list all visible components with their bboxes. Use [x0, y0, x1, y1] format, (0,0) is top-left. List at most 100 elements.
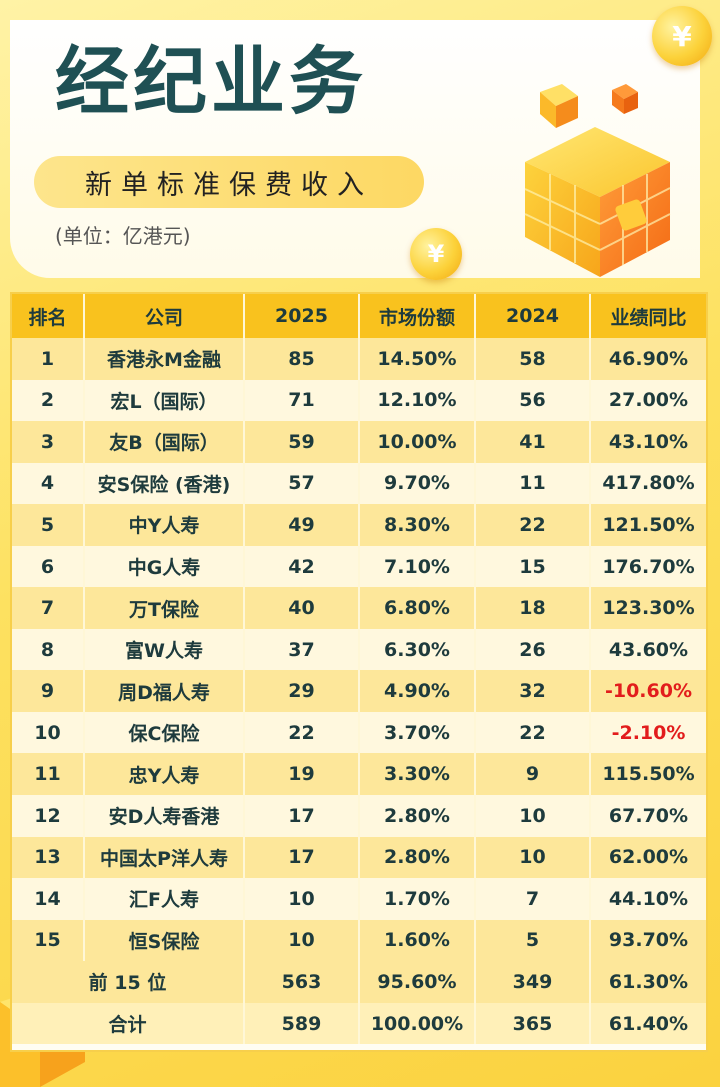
value-2025-cell: 42: [244, 545, 360, 588]
market-share-cell: 2.80%: [359, 836, 476, 879]
yoy-cell: 417.80%: [590, 462, 706, 505]
column-header-market-share: 市场份额: [359, 294, 476, 338]
coin-icon: ¥: [410, 228, 462, 280]
company-cell: 宏L（国际）: [84, 379, 245, 422]
market-share-cell: 6.80%: [359, 587, 476, 629]
market-share-cell: 9.70%: [359, 462, 476, 505]
value-2024-cell: 11: [475, 462, 591, 505]
table-row: 13 中国太P洋人寿 17 2.80% 10 62.00%: [12, 836, 706, 879]
value-2024-cell: 9: [475, 753, 591, 796]
column-header-2024: 2024: [475, 294, 591, 338]
ranking-table-container: 排名 公司 2025 市场份额 2024 业绩同比 1 香港永M金融 85 14.50…: [10, 292, 708, 1052]
table-row: 4 安S保险 (香港) 57 9.70% 11 417.80%: [12, 462, 706, 505]
yoy-cell: 27.00%: [590, 379, 706, 422]
value-2025-cell: 29: [244, 670, 360, 712]
yoy-cell: 61.40%: [590, 1002, 706, 1045]
yoy-cell: 62.00%: [590, 836, 706, 879]
rank-cell: 12: [12, 795, 85, 837]
yoy-cell: 44.10%: [590, 878, 706, 920]
market-share-cell: 3.30%: [359, 753, 476, 796]
yoy-cell: 43.60%: [590, 628, 706, 671]
value-2025-cell: 85: [244, 338, 360, 380]
value-2024-cell: 10: [475, 836, 591, 879]
market-share-cell: 7.10%: [359, 545, 476, 588]
yoy-cell: 46.90%: [590, 338, 706, 380]
page-title: 经纪业务: [55, 39, 367, 125]
company-cell: 周D福人寿: [84, 670, 245, 712]
market-share-cell: 95.60%: [359, 961, 476, 1003]
yoy-cell: -2.10%: [590, 711, 706, 754]
rank-cell: 14: [12, 878, 85, 920]
company-cell: 安S保险 (香港): [84, 462, 245, 505]
value-2025-cell: 71: [244, 379, 360, 422]
rank-cell: 13: [12, 836, 85, 879]
value-2025-cell: 49: [244, 504, 360, 546]
company-cell: 中Y人寿: [84, 504, 245, 546]
market-share-cell: 14.50%: [359, 338, 476, 380]
value-2025-cell: 10: [244, 919, 360, 962]
company-cell: 安D人寿香港: [84, 795, 245, 837]
rank-cell: 4: [12, 462, 85, 505]
value-2025-cell: 589: [244, 1002, 360, 1045]
column-header-2025: 2025: [244, 294, 360, 338]
rank-cell: 15: [12, 919, 85, 962]
ranking-table: 排名 公司 2025 市场份额 2024 业绩同比 1 香港永M金融 85 14.50…: [12, 294, 706, 1045]
coin-icon: ¥: [652, 6, 712, 66]
value-2025-cell: 19: [244, 753, 360, 796]
company-cell: 恒S保险: [84, 919, 245, 962]
value-2024-cell: 10: [475, 795, 591, 837]
value-2024-cell: 32: [475, 670, 591, 712]
rank-cell: 3: [12, 421, 85, 463]
value-2024-cell: 365: [475, 1002, 591, 1045]
company-cell: 友B（国际）: [84, 421, 245, 463]
value-2025-cell: 37: [244, 628, 360, 671]
table-row: 12 安D人寿香港 17 2.80% 10 67.70%: [12, 795, 706, 837]
table-row: 6 中G人寿 42 7.10% 15 176.70%: [12, 545, 706, 588]
yoy-cell: -10.60%: [590, 670, 706, 712]
value-2025-cell: 10: [244, 878, 360, 920]
value-2025-cell: 563: [244, 961, 360, 1003]
value-2025-cell: 40: [244, 587, 360, 629]
value-2025-cell: 57: [244, 462, 360, 505]
company-cell: 富W人寿: [84, 628, 245, 671]
market-share-cell: 4.90%: [359, 670, 476, 712]
yoy-cell: 61.30%: [590, 961, 706, 1003]
yoy-cell: 43.10%: [590, 421, 706, 463]
summary-label: 合计: [12, 1002, 245, 1045]
column-header-rank: 排名: [12, 294, 85, 338]
table-row: 15 恒S保险 10 1.60% 5 93.70%: [12, 919, 706, 962]
market-share-cell: 2.80%: [359, 795, 476, 837]
company-cell: 中国太P洋人寿: [84, 836, 245, 879]
table-row: 14 汇F人寿 10 1.70% 7 44.10%: [12, 878, 706, 920]
table-row: 2 宏L（国际） 71 12.10% 56 27.00%: [12, 379, 706, 422]
market-share-cell: 6.30%: [359, 628, 476, 671]
market-share-cell: 1.70%: [359, 878, 476, 920]
value-2025-cell: 59: [244, 421, 360, 463]
summary-label: 前 15 位: [12, 961, 245, 1003]
unit-label: (单位：亿港元): [55, 224, 191, 248]
table-row: 7 万T保险 40 6.80% 18 123.30%: [12, 587, 706, 629]
column-header-company: 公司: [84, 294, 245, 338]
company-cell: 忠Y人寿: [84, 753, 245, 796]
value-2024-cell: 22: [475, 711, 591, 754]
subtitle-pill: 新单标准保费收入: [34, 156, 424, 208]
value-2024-cell: 22: [475, 504, 591, 546]
value-2025-cell: 17: [244, 795, 360, 837]
table-row: 11 忠Y人寿 19 3.30% 9 115.50%: [12, 753, 706, 796]
value-2024-cell: 58: [475, 338, 591, 380]
rank-cell: 11: [12, 753, 85, 796]
value-2024-cell: 56: [475, 379, 591, 422]
rank-cell: 7: [12, 587, 85, 629]
market-share-cell: 10.00%: [359, 421, 476, 463]
company-cell: 香港永M金融: [84, 338, 245, 380]
company-cell: 保C保险: [84, 711, 245, 754]
yoy-cell: 176.70%: [590, 545, 706, 588]
rank-cell: 9: [12, 670, 85, 712]
summary-row: 合计 589 100.00% 365 61.40%: [12, 1002, 706, 1045]
table-row: 1 香港永M金融 85 14.50% 58 46.90%: [12, 338, 706, 380]
yoy-cell: 67.70%: [590, 795, 706, 837]
rank-cell: 5: [12, 504, 85, 546]
table-row: 3 友B（国际） 59 10.00% 41 43.10%: [12, 421, 706, 463]
value-2024-cell: 15: [475, 545, 591, 588]
rank-cell: 10: [12, 711, 85, 754]
